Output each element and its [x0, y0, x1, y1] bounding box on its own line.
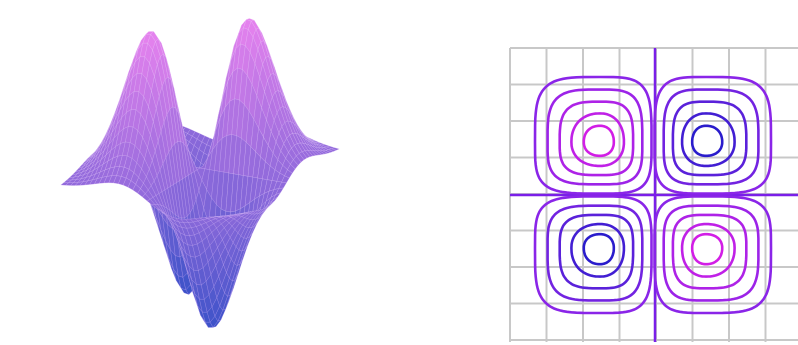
contour-line — [662, 204, 760, 302]
contour-line — [570, 112, 626, 168]
contour-line — [690, 124, 724, 158]
contour-line — [570, 222, 626, 278]
contour-line — [558, 213, 635, 290]
contour-line — [680, 222, 736, 278]
contour-line — [653, 195, 773, 315]
surface-plot — [60, 18, 340, 328]
contour-line — [546, 88, 644, 186]
surface-patch — [228, 215, 237, 218]
contour-line — [680, 112, 736, 168]
contour-plot — [509, 47, 798, 342]
contour-line — [690, 232, 724, 266]
contour-line — [582, 232, 616, 266]
contour-line — [653, 75, 773, 195]
contour-line — [671, 100, 748, 177]
contour-line — [662, 88, 760, 186]
contour-line — [582, 124, 616, 158]
contour-line — [533, 75, 653, 195]
contour-line — [546, 204, 644, 302]
contour-line — [558, 100, 635, 177]
contour-line — [533, 195, 653, 315]
contour-line — [671, 213, 748, 290]
